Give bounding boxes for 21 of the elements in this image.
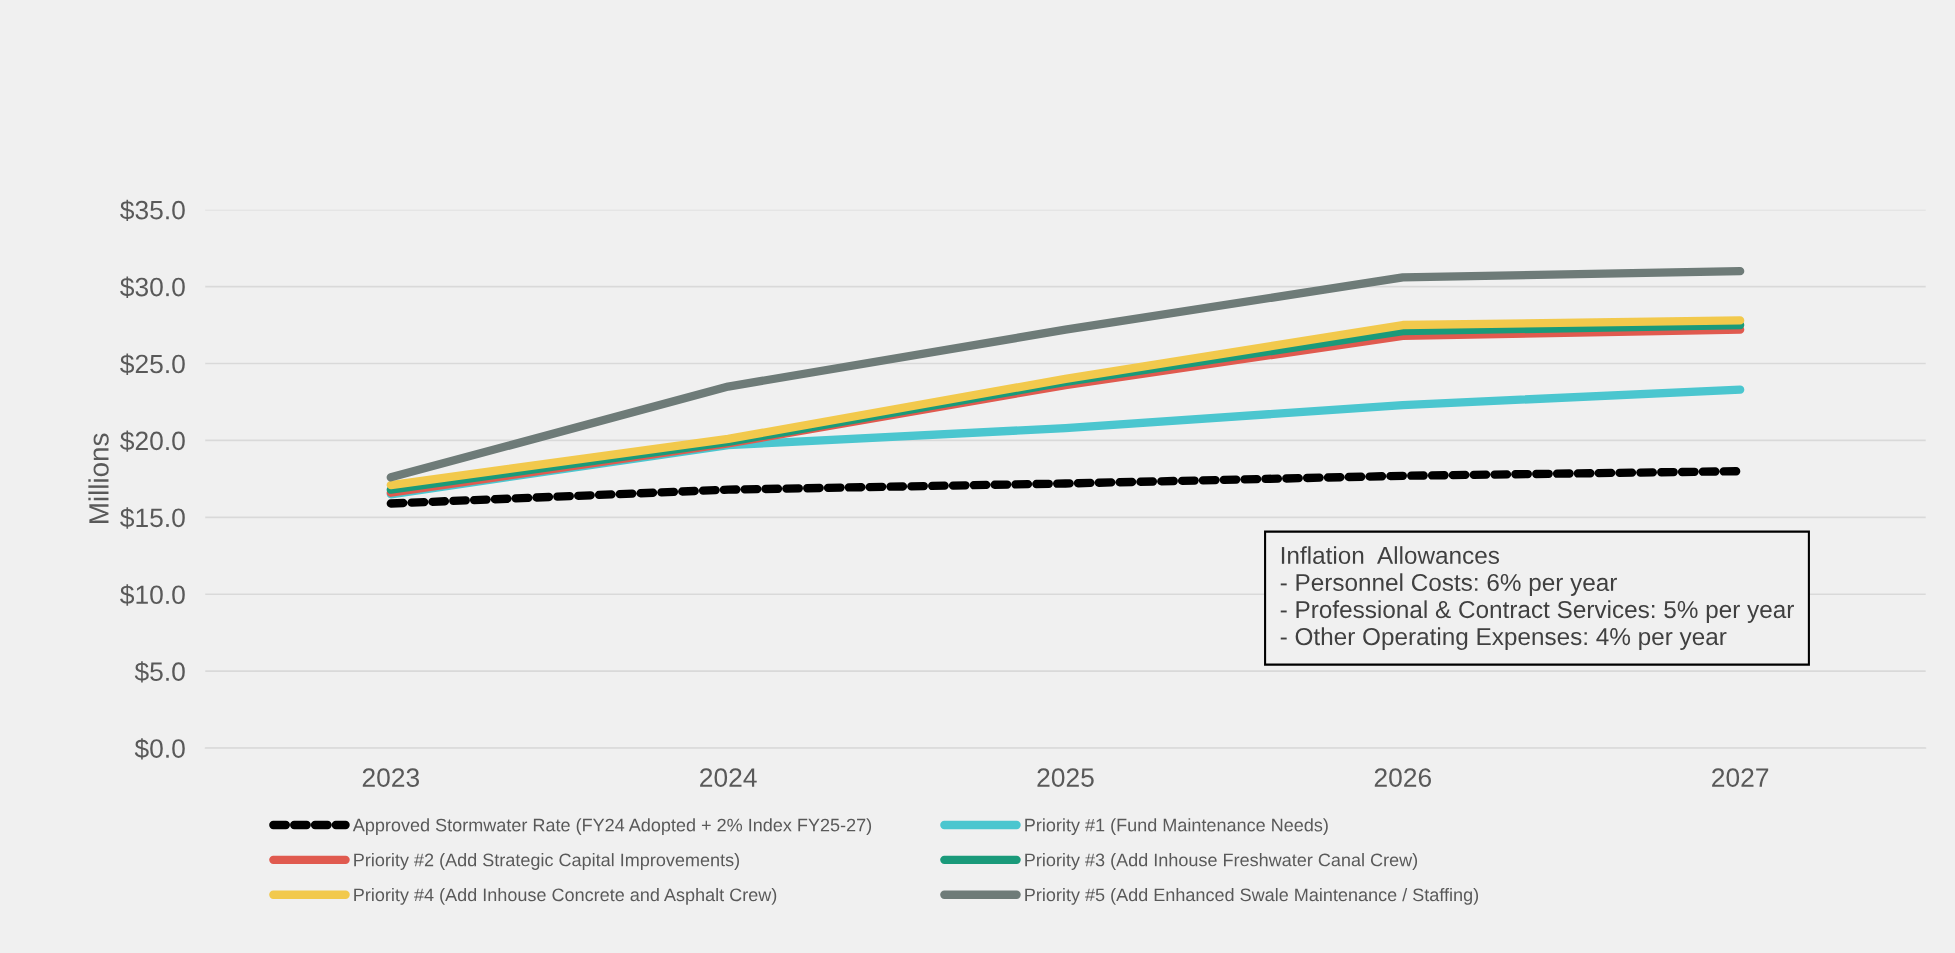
legend-label: Priority #4 (Add Inhouse Concrete and Asphalt Crew) (354, 887, 777, 905)
y-tick-label: $30.0 (120, 276, 185, 298)
y-tick-label: $10.0 (120, 584, 185, 606)
y-tick-label: $20.0 (120, 430, 185, 452)
y-tick-label: $0.0 (134, 738, 185, 760)
legend-label: Approved Stormwater Rate (FY24 Adopted + 2% Index FY25-27) (352, 818, 872, 836)
x-tick-label: 2023 (362, 768, 419, 787)
y-tick-label: $5.0 (134, 661, 185, 683)
y-tick-label: $15.0 (120, 507, 185, 529)
legend-label: Priority #1 (Fund Maintenance Needs) (1025, 818, 1328, 836)
legend-label: Priority #2 (Add Strategic Capital Improvements) (354, 853, 740, 870)
y-tick-label: $25.0 (120, 353, 185, 375)
y-axis-title: Millions (88, 433, 109, 523)
annotation: Inflation Allowances - Personnel Costs: 6% per year - Professional & Contract Services: 5% per year - Other Operating Expenses: 4% per year (1280, 546, 1794, 651)
x-tick-label: 2025 (1037, 768, 1094, 787)
legend-label: Priority #5 (Add Enhanced Swale Maintenance / Staffing) (1025, 887, 1479, 905)
x-tick-label: 2027 (1712, 768, 1769, 787)
x-tick-label: 2026 (1374, 768, 1431, 787)
y-tick-label: $35.0 (120, 199, 185, 222)
x-tick-label: 2024 (700, 768, 757, 787)
legend-label: Priority #3 (Add Inhouse Freshwater Canal Crew) (1025, 853, 1418, 870)
